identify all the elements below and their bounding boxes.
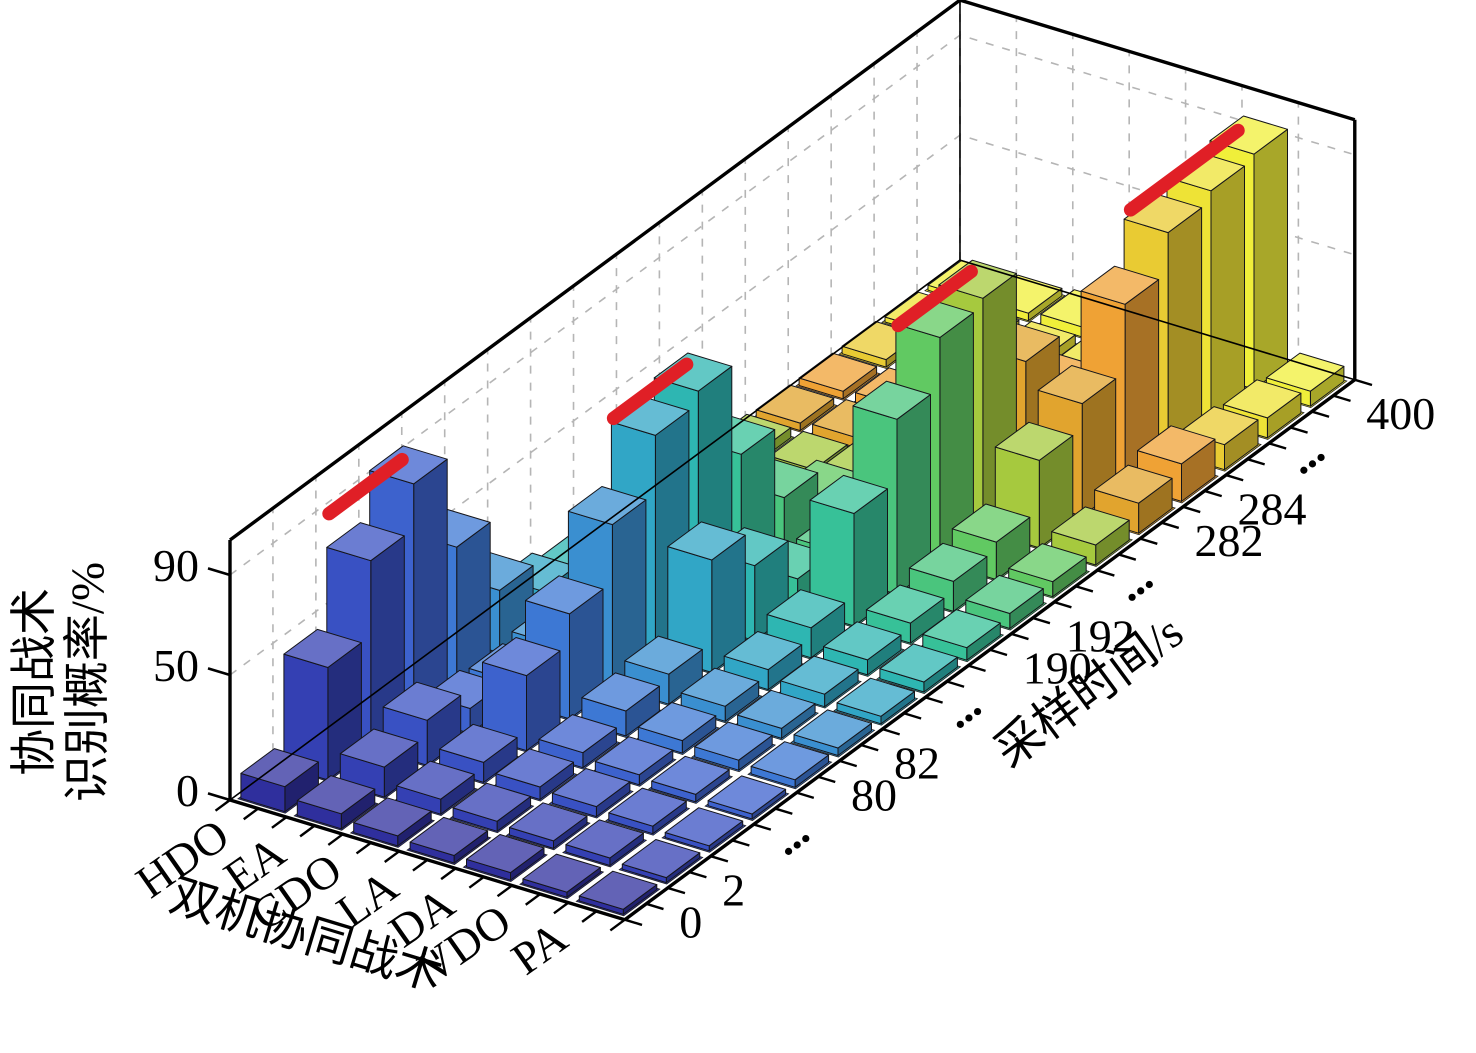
peak-markers	[322, 123, 1245, 521]
ytick-label: 2	[722, 865, 745, 916]
bar-VDO-row1	[565, 819, 644, 866]
bar-VDO-row4	[694, 721, 773, 771]
ytick-label: 80	[851, 769, 897, 820]
bar-VDO-row6	[780, 655, 859, 708]
bar-CDO-row1	[396, 760, 475, 815]
bar-CDO-row0	[353, 797, 432, 847]
peak-marker-VDO	[1123, 123, 1245, 217]
bar-EA-row0	[296, 775, 376, 830]
bar-PA-row3	[707, 775, 787, 820]
bar-PA-row4	[750, 741, 830, 788]
bar-HDO-row12	[755, 384, 835, 432]
ztick-label: 90	[153, 540, 199, 591]
bar-LA-row3	[538, 714, 617, 769]
bar-DA-row3	[594, 736, 674, 786]
ytick-ellipsis-dot	[1308, 460, 1317, 468]
ytick-ellipsis-dot	[784, 847, 793, 855]
ytick-ellipsis-dot	[1300, 466, 1308, 474]
bar-VDO-row0	[522, 853, 601, 898]
ytick-ellipsis-dot	[965, 714, 973, 722]
bar-PA-row9	[965, 574, 1044, 629]
bar-DA-row2	[551, 768, 631, 818]
bar-PA-row7	[879, 643, 958, 693]
bar-LA-row2	[495, 748, 574, 800]
z-axis-title: 协同战术 识别概率/%	[9, 562, 114, 802]
bar-VDO-row3	[651, 755, 730, 803]
bars	[240, 115, 1345, 915]
ztick-label: 0	[176, 765, 199, 816]
bar-EA-row1	[339, 728, 419, 798]
bar-DA-row5	[680, 667, 760, 722]
bar-CDO-row3	[482, 637, 561, 752]
ytick-label: 82	[894, 738, 940, 789]
ytick-ellipsis-dot	[1128, 593, 1136, 601]
bar-LA-row1	[452, 782, 532, 832]
ytick-ellipsis-dot	[793, 841, 801, 849]
bar-HDO-row13	[798, 352, 878, 400]
ytick-ellipsis-dot	[802, 834, 810, 843]
ytick-ellipsis-dot	[1317, 453, 1325, 462]
svg-text:识别概率/%: 识别概率/%	[62, 562, 114, 802]
ytick-label: 282	[1195, 515, 1264, 566]
ytick-ellipsis-dot	[1145, 580, 1153, 589]
bar-LA-row6	[667, 521, 746, 673]
peak-marker-DA	[891, 264, 978, 333]
bar-LA-row4	[581, 672, 660, 737]
xtick-label-PA: PA	[502, 911, 576, 984]
ytick-label: 192	[1066, 611, 1135, 662]
ytick-label: 400	[1366, 388, 1435, 439]
bar-VDO-row5	[737, 689, 816, 739]
bar-DA-row0	[466, 834, 545, 881]
bar-PA-row6	[836, 677, 915, 725]
bar-DA-row4	[637, 702, 717, 754]
z-axis: 0 50 90	[153, 540, 231, 816]
bar-PA-row2	[664, 807, 744, 852]
bar-LA-row0	[409, 816, 489, 864]
bar-DA-row8	[809, 474, 888, 627]
bar-PA-row0	[578, 870, 658, 915]
ytick-ellipsis-dot	[973, 707, 982, 716]
bar-VDO-row7	[823, 621, 902, 676]
bar-PA-row5	[793, 709, 872, 756]
bar-PA-row1	[621, 839, 701, 884]
ytick-label: 284	[1237, 483, 1306, 534]
bar-VDO-row2	[608, 787, 687, 835]
bar-DA-row1	[509, 802, 588, 849]
peak-marker-CDO	[606, 357, 694, 426]
ytick-label: 190	[1023, 642, 1092, 693]
ytick-ellipsis-dot	[1137, 587, 1145, 595]
peak-marker-HDO	[322, 452, 409, 521]
svg-text:协同战术: 协同战术	[9, 588, 61, 776]
ytick-ellipsis-dot	[956, 720, 964, 728]
ztick-label: 50	[153, 640, 199, 691]
ytick-label: 0	[679, 896, 702, 947]
